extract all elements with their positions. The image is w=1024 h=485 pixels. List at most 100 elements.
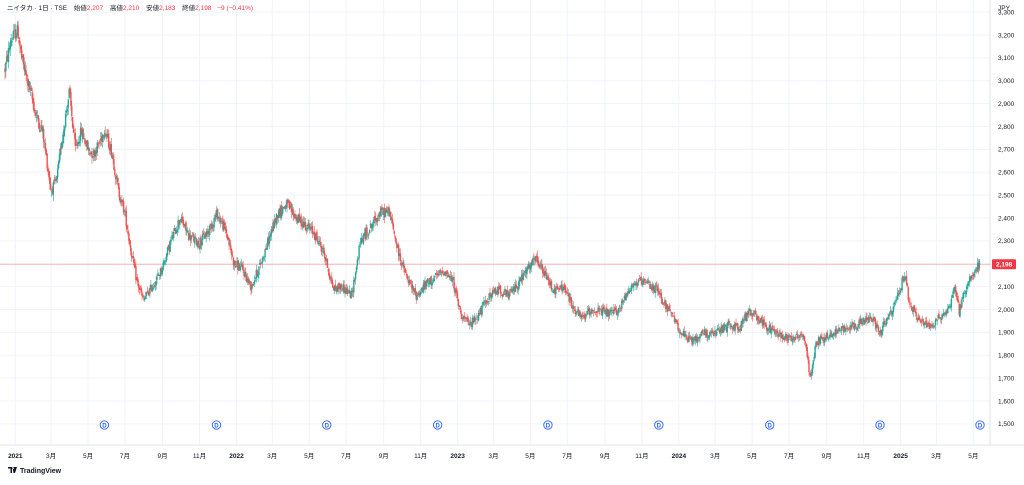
candle[interactable] [827, 337, 829, 342]
candle[interactable] [376, 214, 379, 227]
candle[interactable] [283, 206, 286, 210]
candle[interactable] [651, 281, 654, 294]
candle[interactable] [578, 306, 580, 316]
candle[interactable] [658, 283, 660, 296]
candle[interactable] [215, 210, 217, 223]
candle[interactable] [172, 232, 174, 240]
candle[interactable] [840, 326, 843, 336]
candle[interactable] [182, 216, 185, 228]
candle[interactable] [882, 317, 885, 328]
candle[interactable] [306, 224, 308, 233]
candle[interactable] [355, 265, 358, 275]
candle[interactable] [346, 284, 348, 295]
candle[interactable] [822, 333, 824, 344]
candle[interactable] [27, 75, 29, 92]
candle[interactable] [152, 282, 155, 291]
candle[interactable] [401, 261, 403, 267]
candle[interactable] [339, 282, 341, 294]
candle[interactable] [143, 294, 145, 301]
candle[interactable] [911, 306, 914, 315]
candle[interactable] [463, 312, 466, 322]
candle[interactable] [789, 334, 792, 342]
candle[interactable] [91, 147, 93, 164]
candle[interactable] [418, 290, 420, 298]
candle[interactable] [580, 313, 583, 322]
candle[interactable] [859, 316, 861, 329]
candle[interactable] [846, 323, 848, 329]
candle[interactable] [30, 85, 33, 91]
candle[interactable] [426, 278, 429, 284]
candle[interactable] [765, 321, 767, 328]
candle[interactable] [759, 318, 762, 324]
candle[interactable] [879, 326, 881, 337]
candle[interactable] [978, 259, 981, 272]
candle[interactable] [514, 279, 517, 293]
candle[interactable] [682, 328, 685, 337]
candle[interactable] [675, 319, 677, 323]
candle[interactable] [354, 277, 356, 283]
candle[interactable] [135, 262, 137, 285]
candle[interactable] [798, 334, 801, 342]
candle[interactable] [751, 309, 753, 320]
candle[interactable] [696, 334, 699, 347]
candle[interactable] [114, 167, 116, 178]
candle[interactable] [849, 322, 851, 334]
candle[interactable] [286, 197, 288, 213]
candle[interactable] [701, 329, 704, 334]
candle[interactable] [390, 216, 393, 224]
candle[interactable] [413, 287, 416, 295]
candle[interactable] [717, 323, 720, 331]
candle[interactable] [677, 318, 679, 332]
candle[interactable] [305, 224, 308, 235]
candle[interactable] [520, 276, 522, 282]
candle[interactable] [492, 286, 495, 294]
candle[interactable] [368, 233, 370, 239]
candle[interactable] [688, 331, 691, 342]
candle[interactable] [216, 205, 218, 218]
candle[interactable] [864, 318, 866, 324]
candle[interactable] [891, 310, 894, 321]
candle[interactable] [973, 271, 975, 279]
candle[interactable] [189, 230, 192, 247]
candle[interactable] [869, 312, 872, 320]
candle[interactable] [316, 229, 318, 241]
candle[interactable] [539, 261, 541, 269]
candle[interactable] [640, 272, 642, 286]
candle[interactable] [269, 232, 272, 242]
candle[interactable] [159, 267, 162, 280]
candle[interactable] [177, 215, 179, 234]
candle[interactable] [854, 323, 857, 330]
candle[interactable] [38, 118, 40, 133]
candle[interactable] [972, 272, 974, 281]
candle[interactable] [126, 224, 128, 230]
candle[interactable] [156, 273, 158, 285]
candle[interactable] [459, 305, 461, 313]
candle[interactable] [271, 226, 273, 233]
candle[interactable] [497, 286, 499, 298]
candle[interactable] [513, 284, 515, 295]
candle[interactable] [63, 124, 65, 144]
candle[interactable] [58, 148, 61, 165]
candle[interactable] [75, 139, 77, 146]
candle[interactable] [238, 262, 241, 271]
candle[interactable] [404, 265, 406, 276]
candle[interactable] [298, 208, 301, 223]
candle[interactable] [926, 322, 929, 328]
candle[interactable] [881, 329, 883, 339]
candle[interactable] [275, 212, 278, 228]
candle[interactable] [888, 313, 890, 320]
candle[interactable] [889, 311, 891, 316]
candle[interactable] [93, 148, 96, 161]
candle[interactable] [831, 334, 834, 339]
candle[interactable] [277, 210, 279, 223]
candle[interactable] [138, 284, 141, 295]
candle[interactable] [853, 319, 856, 332]
candle[interactable] [674, 318, 677, 324]
candle[interactable] [532, 255, 534, 266]
candle[interactable] [523, 271, 525, 276]
candle[interactable] [435, 269, 438, 280]
candle[interactable] [438, 270, 440, 276]
candle[interactable] [481, 301, 483, 317]
candle[interactable] [115, 173, 118, 185]
candle[interactable] [6, 50, 9, 63]
